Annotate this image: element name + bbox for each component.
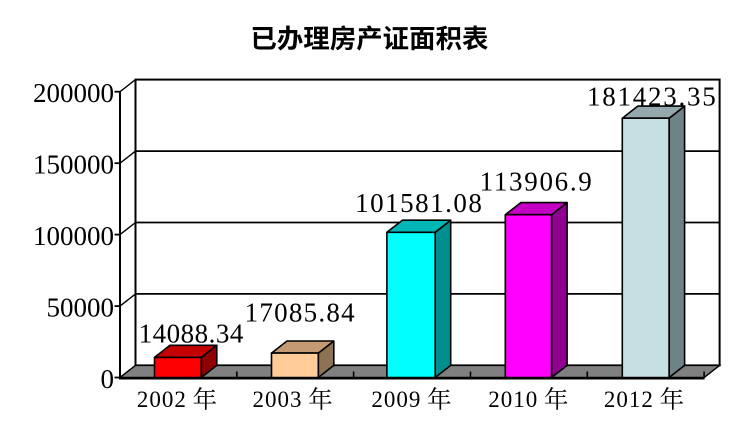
svg-text:14088.34: 14088.34 [139,319,244,349]
svg-text:2012: 2012 [604,387,654,412]
svg-text:2002: 2002 [137,387,187,412]
svg-text:101581.08: 101581.08 [355,188,483,218]
svg-text:150000: 150000 [33,150,114,180]
svg-text:0: 0 [101,364,115,394]
svg-text:2003: 2003 [253,387,303,412]
svg-text:2010: 2010 [488,387,538,412]
svg-text:50000: 50000 [47,292,115,322]
svg-text:2009: 2009 [371,387,421,412]
svg-text:17085.84: 17085.84 [245,298,356,328]
svg-text:181423.35: 181423.35 [587,81,718,111]
svg-text:113906.9: 113906.9 [480,167,594,197]
svg-text:200000: 200000 [33,78,114,108]
svg-text:100000: 100000 [33,221,114,251]
